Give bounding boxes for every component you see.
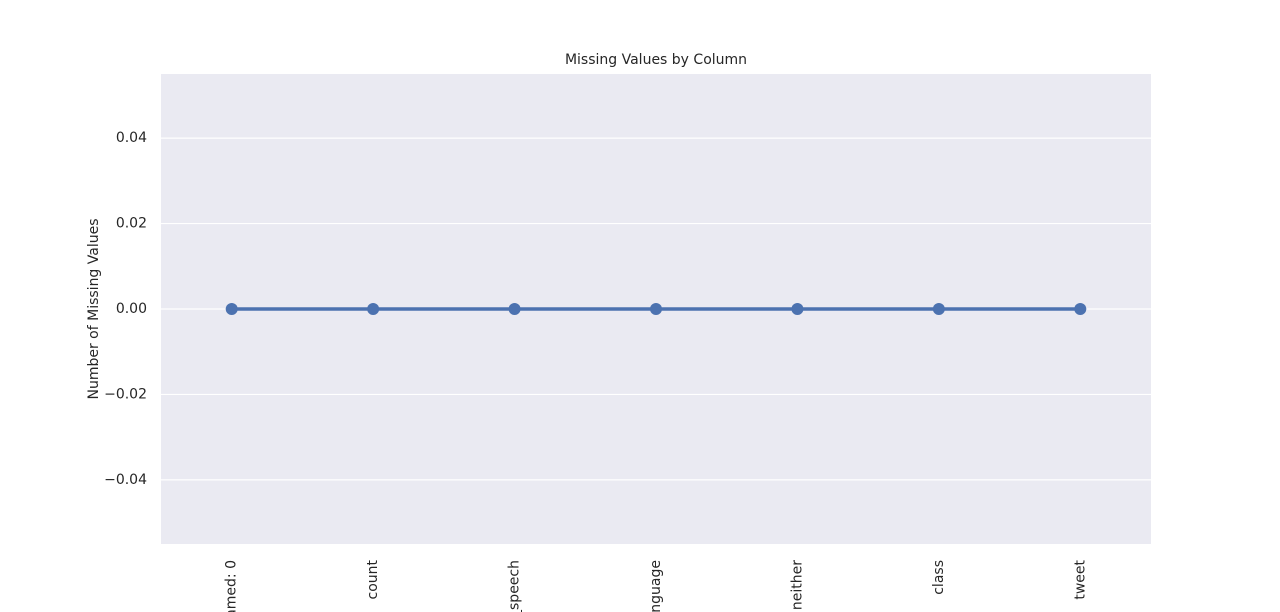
data-point bbox=[650, 303, 662, 315]
data-point bbox=[508, 303, 521, 315]
y-tick-label: 0.02 bbox=[116, 216, 147, 232]
x-tick-label: neither bbox=[789, 560, 805, 610]
data-point bbox=[932, 303, 945, 315]
chart-title: Missing Values by Column bbox=[565, 52, 747, 68]
y-tick-label: 0.04 bbox=[116, 130, 147, 146]
data-point bbox=[1074, 303, 1087, 315]
x-tick-label: Unnamed: 0 bbox=[224, 560, 240, 612]
y-tick-label: −0.02 bbox=[104, 386, 147, 402]
y-axis-label: Number of Missing Values bbox=[86, 218, 102, 399]
x-tick-label: tweet bbox=[1072, 559, 1088, 599]
y-tick-label: −0.04 bbox=[104, 472, 147, 488]
x-tick-label: class bbox=[931, 560, 947, 595]
data-point bbox=[367, 303, 380, 315]
y-tick-label: 0.00 bbox=[116, 301, 147, 317]
x-tick-label: offensive_language bbox=[648, 560, 664, 612]
data-point bbox=[791, 303, 804, 315]
x-tick-label: count bbox=[365, 559, 381, 599]
data-point bbox=[225, 303, 238, 315]
x-tick-label: hate_speech bbox=[507, 560, 523, 612]
